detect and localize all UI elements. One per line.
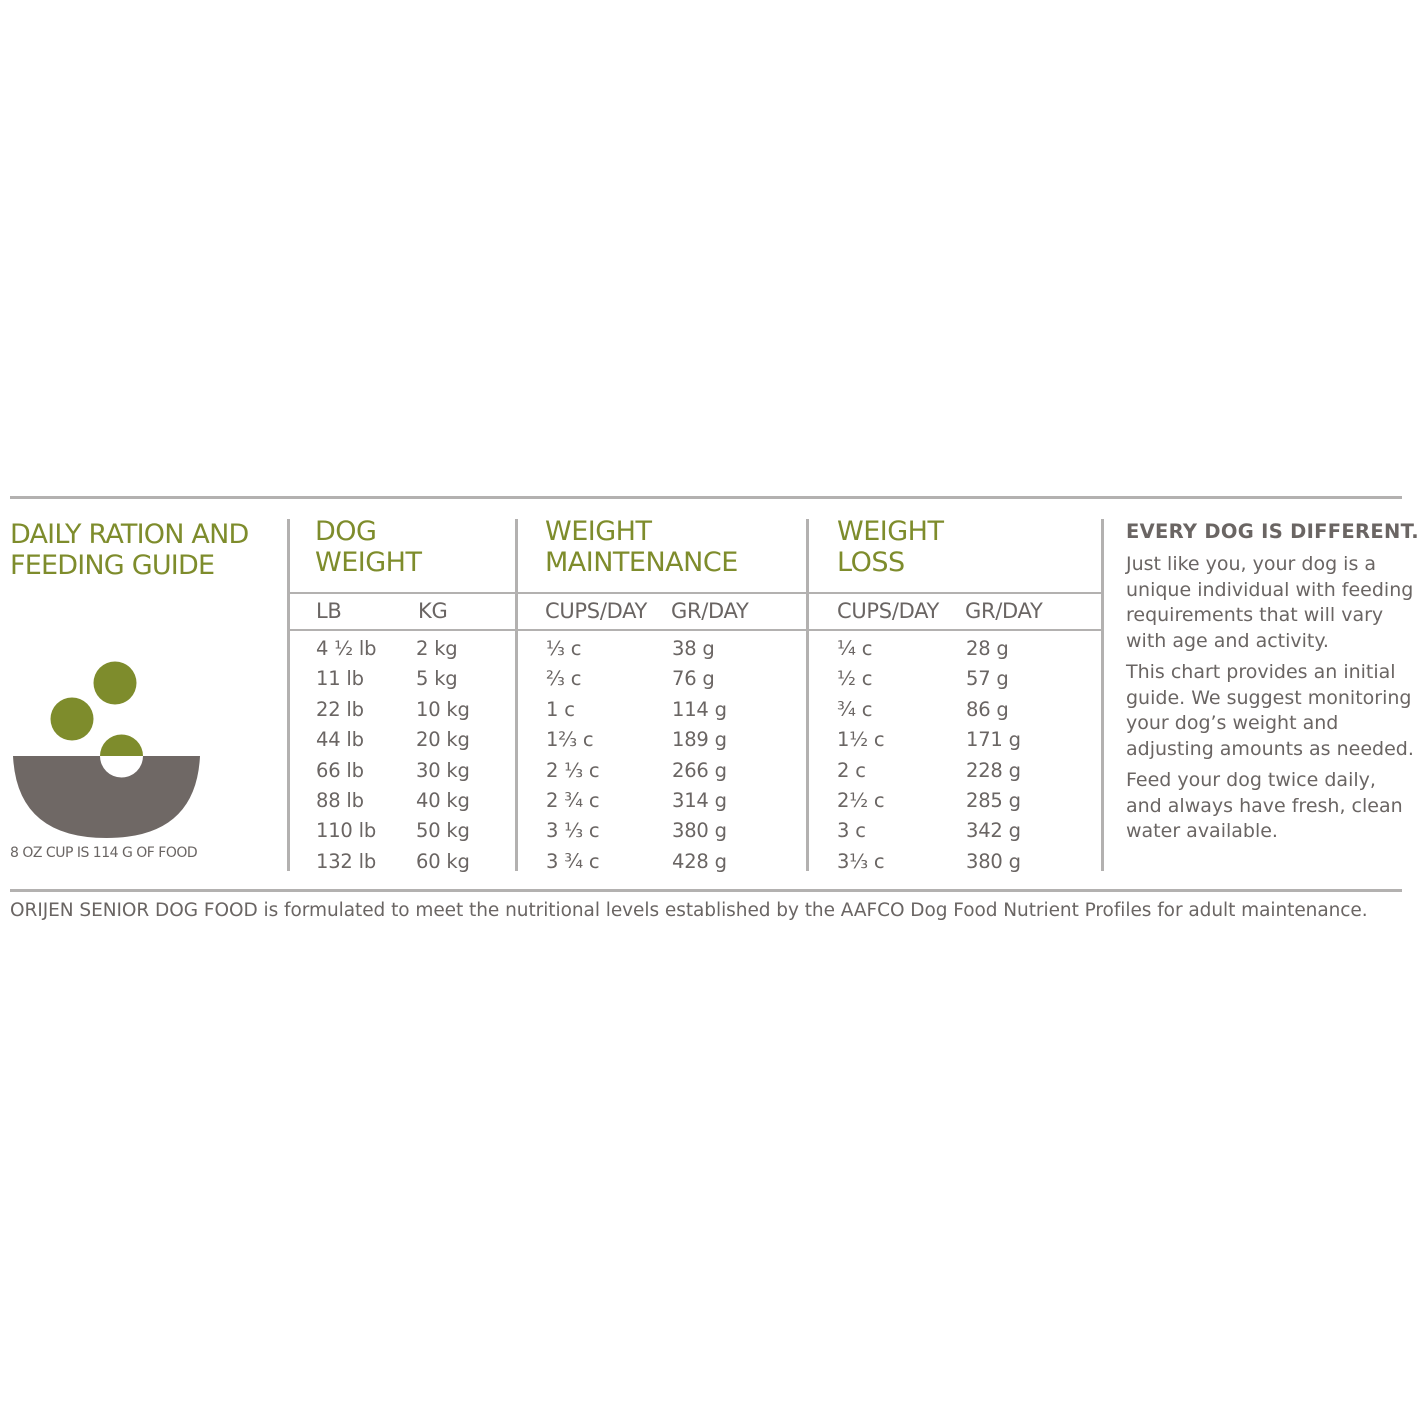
table-cell: 1 c bbox=[546, 697, 575, 721]
bowl-shape bbox=[13, 756, 200, 838]
table-cell: 1½ c bbox=[837, 728, 885, 752]
table-cell: 3 ⅓ c bbox=[546, 819, 600, 843]
table-cell: 114 g bbox=[672, 697, 727, 721]
table-cell: 380 g bbox=[966, 849, 1021, 873]
table-cell: 76 g bbox=[672, 667, 715, 691]
top-divider bbox=[10, 496, 1402, 499]
subheader-lb: LB bbox=[316, 599, 342, 623]
info-paragraph-3: Feed your dog twice daily, and always ha… bbox=[1126, 769, 1403, 842]
header-divider bbox=[289, 592, 1102, 594]
cup-size-note: 8 OZ CUP IS 114 G OF FOOD bbox=[10, 845, 198, 861]
info-paragraph-1: Just like you, your dog is a unique indi… bbox=[1126, 553, 1414, 652]
title-line-1: DAILY RATION AND bbox=[10, 519, 249, 550]
group-header-weight-loss: WEIGHT LOSS bbox=[837, 516, 944, 578]
table-cell: 428 g bbox=[672, 849, 727, 873]
kibble-icon-3-bottom bbox=[100, 756, 143, 778]
table-cell: 189 g bbox=[672, 728, 727, 752]
table-cell: 171 g bbox=[966, 728, 1021, 752]
table-cell: 3⅓ c bbox=[837, 849, 885, 873]
table-cell: 22 lb bbox=[316, 697, 364, 721]
table-cell: 2 kg bbox=[416, 637, 458, 660]
column-divider-1 bbox=[287, 519, 290, 871]
subheader-maint-cups: CUPS/DAY bbox=[545, 599, 648, 623]
table-cell: 10 kg bbox=[416, 697, 470, 721]
table-cell: 2 ⅓ c bbox=[546, 758, 600, 782]
kibble-icon-2 bbox=[50, 697, 94, 741]
table-cell: 60 kg bbox=[416, 849, 470, 873]
table-cell: 314 g bbox=[672, 788, 727, 812]
column-loss-grams: 28 g 57 g 86 g 171 g 228 g 285 g 342 g 380 g bbox=[966, 634, 1021, 877]
food-bowl-icon bbox=[13, 661, 200, 838]
table-cell: 40 kg bbox=[416, 788, 470, 812]
bottom-divider bbox=[10, 889, 1402, 892]
table-cell: 66 lb bbox=[316, 758, 364, 782]
table-cell: 20 kg bbox=[416, 728, 470, 752]
table-cell: 5 kg bbox=[416, 667, 458, 691]
table-cell: 38 g bbox=[672, 637, 715, 660]
table-cell: ¼ c bbox=[837, 637, 873, 660]
table-cell: 110 lb bbox=[316, 819, 377, 843]
subheader-maint-grams: GR/DAY bbox=[671, 599, 749, 623]
kibble-icon-3-top bbox=[100, 734, 143, 756]
table-cell: 342 g bbox=[966, 819, 1021, 843]
table-cell: 50 kg bbox=[416, 819, 470, 843]
info-heading: EVERY DOG IS DIFFERENT. bbox=[1126, 520, 1419, 543]
title-line-2: FEEDING GUIDE bbox=[10, 550, 215, 581]
page-title: DAILY RATION AND FEEDING GUIDE bbox=[10, 519, 280, 581]
table-cell: ½ c bbox=[837, 667, 873, 691]
info-panel: EVERY DOG IS DIFFERENT. Just like you, y… bbox=[1126, 518, 1419, 845]
table-cell: 88 lb bbox=[316, 788, 364, 812]
table-cell: 266 g bbox=[672, 758, 727, 782]
group-header-weight-maintenance: WEIGHT MAINTENANCE bbox=[545, 516, 738, 578]
table-cell: 2 c bbox=[837, 758, 866, 782]
table-cell: ¾ c bbox=[837, 697, 873, 721]
column-divider-4 bbox=[1101, 519, 1104, 871]
table-cell: 228 g bbox=[966, 758, 1021, 782]
table-cell: 11 lb bbox=[316, 667, 364, 691]
table-cell: 30 kg bbox=[416, 758, 470, 782]
group-header-dog-weight: DOG WEIGHT bbox=[315, 516, 422, 578]
table-cell: 86 g bbox=[966, 697, 1009, 721]
table-cell: 380 g bbox=[672, 819, 727, 843]
column-maint-grams: 38 g 76 g 114 g 189 g 266 g 314 g 380 g 428 g bbox=[672, 634, 727, 877]
table-cell: 3 ¾ c bbox=[546, 849, 600, 873]
table-cell: 2 ¾ c bbox=[546, 788, 600, 812]
table-cell: ⅔ c bbox=[546, 667, 582, 691]
column-lb: 4 ½ lb 11 lb 22 lb 44 lb 66 lb 88 lb 110 lb 132… bbox=[316, 634, 377, 877]
table-cell: 28 g bbox=[966, 637, 1009, 660]
table-cell: 44 lb bbox=[316, 728, 364, 752]
kibble-icon-1 bbox=[93, 661, 137, 705]
info-paragraph-2: This chart provides an initial guide. We… bbox=[1126, 661, 1414, 760]
column-divider-3 bbox=[806, 519, 809, 871]
subheader-kg: KG bbox=[418, 599, 448, 623]
subheader-loss-grams: GR/DAY bbox=[965, 599, 1043, 623]
column-kg: 2 kg 5 kg 10 kg 20 kg 30 kg 40 kg 50 kg 60 kg bbox=[416, 634, 470, 877]
table-cell: 57 g bbox=[966, 667, 1009, 691]
subheader-loss-cups: CUPS/DAY bbox=[837, 599, 940, 623]
column-loss-cups: ¼ c ½ c ¾ c 1½ c 2 c 2½ c 3 c 3⅓ c bbox=[837, 634, 885, 877]
column-maint-cups: ⅓ c ⅔ c 1 c 1⅔ c 2 ⅓ c 2 ¾ c 3 ⅓ c 3 ¾ c bbox=[546, 634, 600, 877]
table-cell: 132 lb bbox=[316, 849, 377, 873]
footer-statement: ORIJEN SENIOR DOG FOOD is formulated to … bbox=[10, 900, 1368, 921]
table-cell: 3 c bbox=[837, 819, 866, 843]
table-cell: 1⅔ c bbox=[546, 728, 594, 752]
column-divider-2 bbox=[515, 519, 518, 871]
table-cell: ⅓ c bbox=[546, 637, 582, 660]
table-cell: 4 ½ lb bbox=[316, 637, 377, 660]
table-cell: 2½ c bbox=[837, 788, 885, 812]
table-cell: 285 g bbox=[966, 788, 1021, 812]
subheader-divider bbox=[289, 629, 1102, 631]
